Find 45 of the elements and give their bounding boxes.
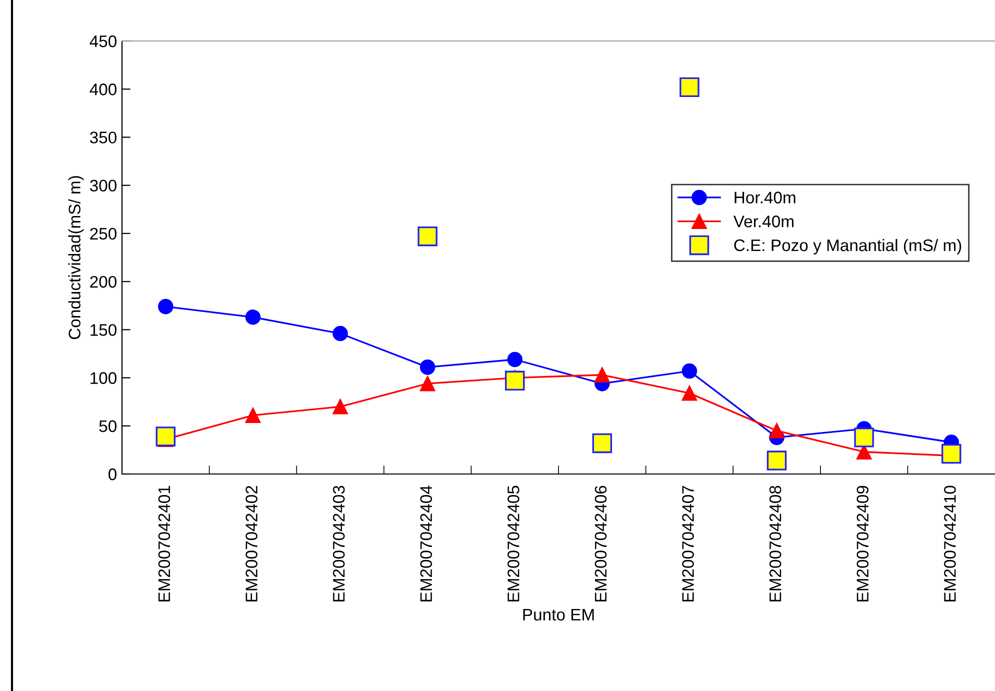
- x-tick-label: EM2007042402: [246, 486, 258, 602]
- legend-label: Ver.40m: [733, 216, 794, 228]
- x-tick-label: EM2007042410: [944, 486, 956, 602]
- point: [680, 77, 700, 98]
- y-tick-label: 50: [99, 420, 116, 432]
- point: [941, 444, 962, 464]
- point: [507, 352, 522, 368]
- x-tick-label: EM2007042404: [420, 486, 432, 602]
- y-tick-label: 250: [90, 228, 116, 240]
- y-tick-label: 350: [90, 132, 116, 144]
- y-tick-label: 100: [90, 372, 116, 384]
- point: [594, 367, 610, 383]
- point: [418, 226, 438, 246]
- point: [769, 423, 784, 438]
- y-tick-label: 300: [90, 180, 116, 192]
- x-tick-label: EM2007042408: [769, 486, 782, 602]
- point: [158, 298, 174, 314]
- y-tick-label: 400: [90, 84, 116, 96]
- point: [420, 360, 436, 375]
- x-tick-label: EM2007042406: [594, 486, 607, 602]
- point: [854, 428, 874, 448]
- point: [504, 370, 525, 391]
- x-tick-label: EM2007042403: [332, 486, 345, 602]
- y-axis-title: Conductividad(mS/ m): [68, 176, 84, 340]
- x-tick-label: EM2007042407: [682, 486, 694, 602]
- y-tick-label: 150: [90, 324, 116, 336]
- legend-label: Hor.40m: [734, 192, 796, 204]
- point: [245, 408, 261, 423]
- y-tick-label: 0: [108, 468, 116, 480]
- point: [592, 433, 612, 454]
- x-tick-label: EM2007042405: [508, 486, 520, 602]
- x-tick-label: EM2007042401: [158, 486, 170, 602]
- point: [156, 426, 176, 446]
- point: [766, 450, 787, 470]
- y-tick-label: 450: [90, 35, 116, 48]
- point: [245, 310, 261, 325]
- point: [420, 376, 436, 392]
- x-tick-label: EM2007042409: [856, 486, 869, 602]
- x-axis-title: Punto EM: [523, 608, 594, 621]
- legend-label: C.E: Pozo y Manantial (mS/ m): [734, 238, 962, 254]
- y-tick-label: 200: [90, 276, 116, 288]
- point: [682, 363, 698, 379]
- point: [332, 399, 348, 414]
- point: [682, 386, 698, 401]
- point: [332, 326, 348, 342]
